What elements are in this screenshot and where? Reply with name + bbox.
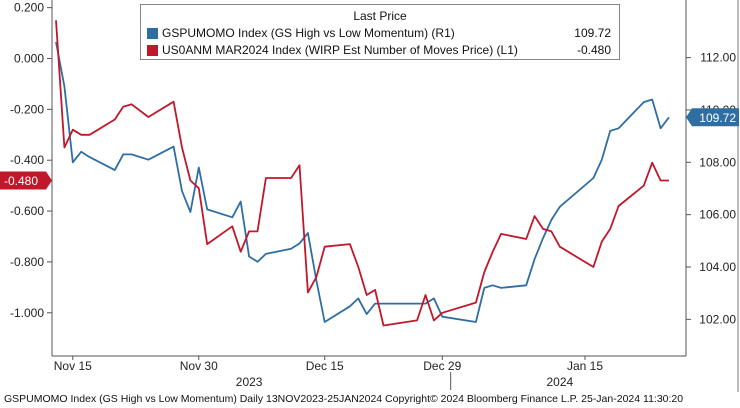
legend-label-momentum: GSPUMOMO Index (GS High vs Low Momentum)… bbox=[162, 26, 455, 40]
last-value-badges: 109.72 -0.480 bbox=[0, 108, 739, 190]
left-axis: 0.200 0.000 -0.200 -0.400 -0.600 -0.800 -1.000 bbox=[10, 1, 52, 320]
legend-value-wirp: -0.480 bbox=[576, 43, 611, 57]
legend-entry-momentum: GSPUMOMO Index (GS High vs Low Momentum)… bbox=[147, 25, 611, 41]
legend-entry-wirp: US0ANM MAR2024 Index (WIRP Est Number of… bbox=[147, 42, 611, 58]
x-tick-label: Dec 29 bbox=[423, 359, 461, 373]
chart-frame bbox=[51, 0, 739, 392]
last-value-badge-momentum bbox=[686, 108, 739, 127]
legend-label-wirp: US0ANM MAR2024 Index (WIRP Est Number of… bbox=[162, 43, 518, 57]
legend-swatch-momentum bbox=[147, 27, 158, 39]
series-line-wirp bbox=[55, 20, 669, 327]
right-tick-label: 102.00 bbox=[699, 312, 736, 326]
right-tick-label: 106.00 bbox=[699, 208, 736, 222]
x-tick-label: Nov 15 bbox=[54, 359, 92, 373]
left-tick-label: -0.400 bbox=[10, 153, 44, 167]
last-value-badge-wirp bbox=[0, 171, 52, 190]
legend-title: Last Price bbox=[353, 9, 407, 23]
footer-source-note: GSPUMOMO Index (GS High vs Low Momentum)… bbox=[4, 393, 684, 405]
legend: Last Price GSPUMOMO Index (GS High vs Lo… bbox=[140, 4, 620, 60]
x-tick-label: Jan 15 bbox=[567, 359, 603, 373]
year-label: 2024 bbox=[546, 375, 573, 389]
left-tick-label: 0.200 bbox=[14, 1, 44, 15]
last-value-label-wirp: -0.480 bbox=[4, 174, 38, 188]
series-line-momentum bbox=[55, 41, 670, 323]
x-tick-label: Nov 30 bbox=[180, 359, 218, 373]
last-value-label-momentum: 109.72 bbox=[699, 111, 736, 125]
legend-value-momentum: 109.72 bbox=[574, 26, 611, 40]
right-tick-label: 104.00 bbox=[699, 260, 736, 274]
left-tick-label: -0.200 bbox=[10, 102, 44, 116]
right-tick-label: 108.00 bbox=[699, 155, 736, 169]
x-tick-label: Dec 15 bbox=[306, 359, 344, 373]
left-tick-label: -1.000 bbox=[10, 306, 44, 320]
left-tick-label: -0.800 bbox=[10, 255, 44, 269]
right-tick-label: 112.00 bbox=[700, 51, 736, 65]
series-layer bbox=[55, 20, 670, 327]
year-label: 2023 bbox=[236, 375, 263, 389]
legend-swatch-wirp bbox=[147, 44, 158, 56]
left-tick-label: -0.600 bbox=[10, 204, 44, 218]
left-tick-label: 0.000 bbox=[14, 51, 44, 65]
x-axis: Nov 15 Nov 30 Dec 15 Dec 29 Jan 15 2023 2024 bbox=[54, 356, 603, 390]
